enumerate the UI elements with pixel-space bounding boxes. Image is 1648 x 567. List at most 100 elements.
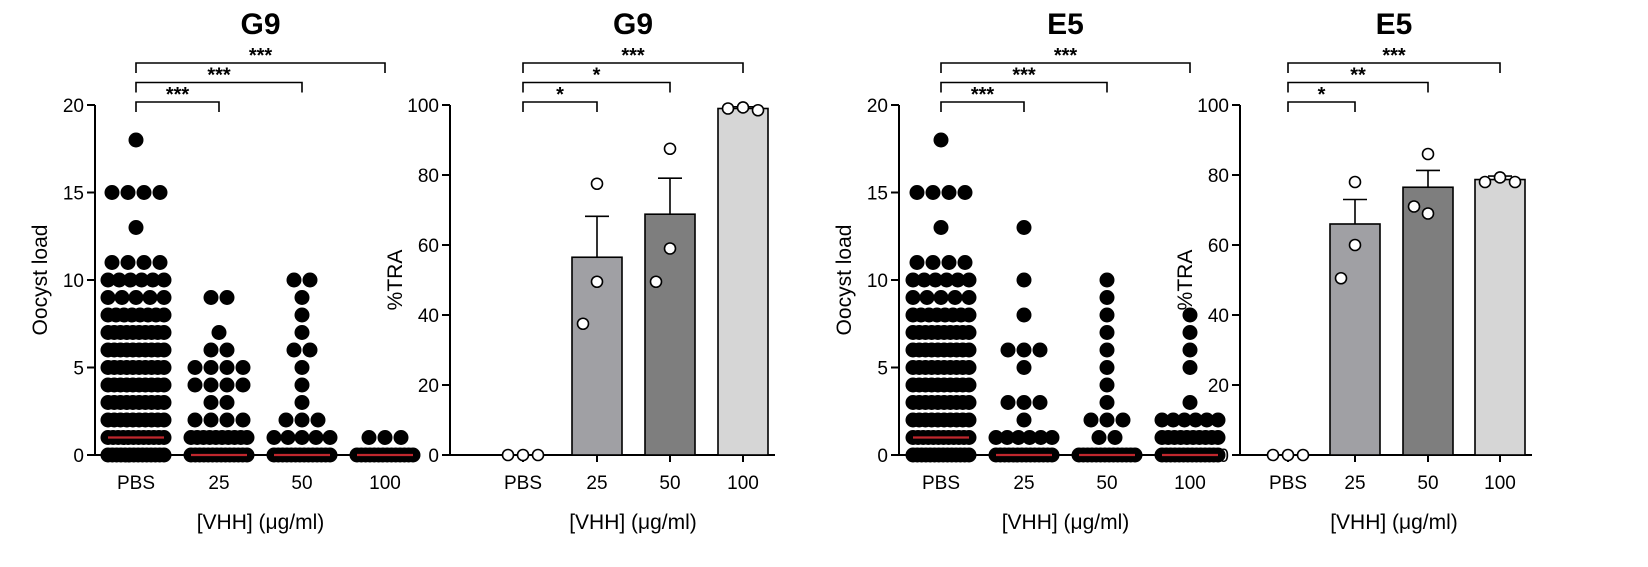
data-point: [1016, 412, 1032, 428]
y-tick-label: 100: [407, 96, 439, 117]
data-point: [927, 272, 943, 288]
data-point: [286, 342, 302, 358]
data-point: [203, 377, 219, 393]
data-point: [294, 377, 310, 393]
data-point: [950, 272, 966, 288]
significance-label: ***: [971, 84, 995, 106]
data-point: [1016, 272, 1032, 288]
chart-title: G9: [240, 8, 280, 41]
data-point: [961, 377, 977, 393]
data-point: [1154, 412, 1170, 428]
x-tick-label: PBS: [504, 473, 542, 494]
data-point: [322, 430, 338, 445]
x-tick-label: 100: [1174, 473, 1206, 494]
data-point: [1508, 175, 1522, 189]
data-point: [266, 430, 282, 445]
data-point: [961, 395, 977, 410]
data-point: [156, 290, 172, 305]
chart-title: E5: [1376, 8, 1413, 41]
data-point: [136, 255, 152, 270]
data-point: [590, 177, 604, 191]
data-point: [1016, 360, 1032, 375]
significance-label: *: [556, 84, 564, 106]
data-point: [1421, 147, 1435, 161]
data-point: [114, 290, 130, 305]
data-point: [128, 132, 144, 148]
data-point: [531, 448, 545, 462]
data-point: [203, 290, 219, 305]
data-point: [128, 220, 144, 235]
data-point: [302, 272, 318, 288]
y-tick-label: 80: [1208, 166, 1229, 187]
y-tick-label: 80: [418, 166, 439, 187]
data-point: [988, 430, 1004, 445]
data-point: [361, 430, 377, 445]
data-point: [1010, 430, 1026, 445]
data-point: [961, 307, 977, 323]
error-bar: [585, 215, 609, 258]
data-point: [1032, 395, 1048, 410]
significance-bracket: [135, 81, 303, 93]
x-tick-label: PBS: [922, 473, 960, 494]
y-tick-label: 15: [867, 184, 888, 205]
data-point: [925, 255, 941, 270]
data-point: [909, 255, 925, 270]
data-point: [310, 412, 326, 428]
panel-1: G9 0 5 10 15 20 PBS 25 50 100 Oocyst load [VHH] (μg…: [29, 8, 421, 534]
data-point: [1099, 395, 1115, 410]
data-point: [1016, 395, 1032, 410]
data-point: [187, 412, 203, 428]
y-axis-label: %TRA: [384, 250, 407, 311]
y-tick-label: 0: [73, 446, 84, 467]
data-point: [1115, 412, 1131, 428]
data-point: [933, 290, 949, 305]
data-point: [294, 307, 310, 323]
data-point: [100, 290, 116, 305]
data-point: [156, 377, 172, 393]
data-point: [156, 360, 172, 375]
data-point: [152, 255, 168, 270]
data-point: [187, 360, 203, 375]
data-point: [1296, 448, 1310, 462]
data-point: [203, 360, 219, 375]
significance-label: *: [1318, 84, 1326, 106]
data-point: [1266, 448, 1280, 462]
data-point: [1099, 377, 1115, 393]
data-point: [925, 185, 941, 200]
data-point: [294, 395, 310, 410]
chart-title: G9: [613, 8, 653, 41]
data-point: [294, 360, 310, 375]
x-axis-label: [VHH] (μg/ml): [197, 511, 325, 534]
data-point: [1182, 325, 1198, 340]
data-point: [1182, 307, 1198, 323]
data-point: [156, 447, 172, 463]
data-point: [278, 412, 294, 428]
data-point: [1182, 395, 1198, 410]
data-point: [104, 255, 120, 270]
x-tick-label: 50: [1096, 473, 1117, 494]
data-point: [1091, 430, 1107, 445]
data-point: [1210, 430, 1226, 445]
significance-label: ***: [1054, 45, 1078, 67]
significance-bracket: [1287, 62, 1501, 73]
data-point: [203, 395, 219, 410]
y-tick-label: 20: [418, 376, 439, 397]
data-point: [100, 272, 116, 288]
y-tick-label: 10: [63, 271, 84, 292]
bar: [1402, 186, 1454, 456]
data-point: [1099, 360, 1115, 375]
y-tick-label: 60: [1208, 236, 1229, 257]
x-tick-label: 25: [1344, 473, 1365, 494]
y-tick-label: 20: [63, 96, 84, 117]
x-tick-label: 25: [1013, 473, 1034, 494]
data-point: [286, 272, 302, 288]
data-point: [294, 412, 310, 428]
chart-title: E5: [1047, 8, 1084, 41]
x-tick-label: 50: [291, 473, 312, 494]
bar: [1474, 178, 1526, 456]
data-point: [905, 272, 921, 288]
data-point: [905, 290, 921, 305]
data-point: [235, 360, 251, 375]
data-point: [957, 185, 973, 200]
data-point: [649, 275, 663, 289]
